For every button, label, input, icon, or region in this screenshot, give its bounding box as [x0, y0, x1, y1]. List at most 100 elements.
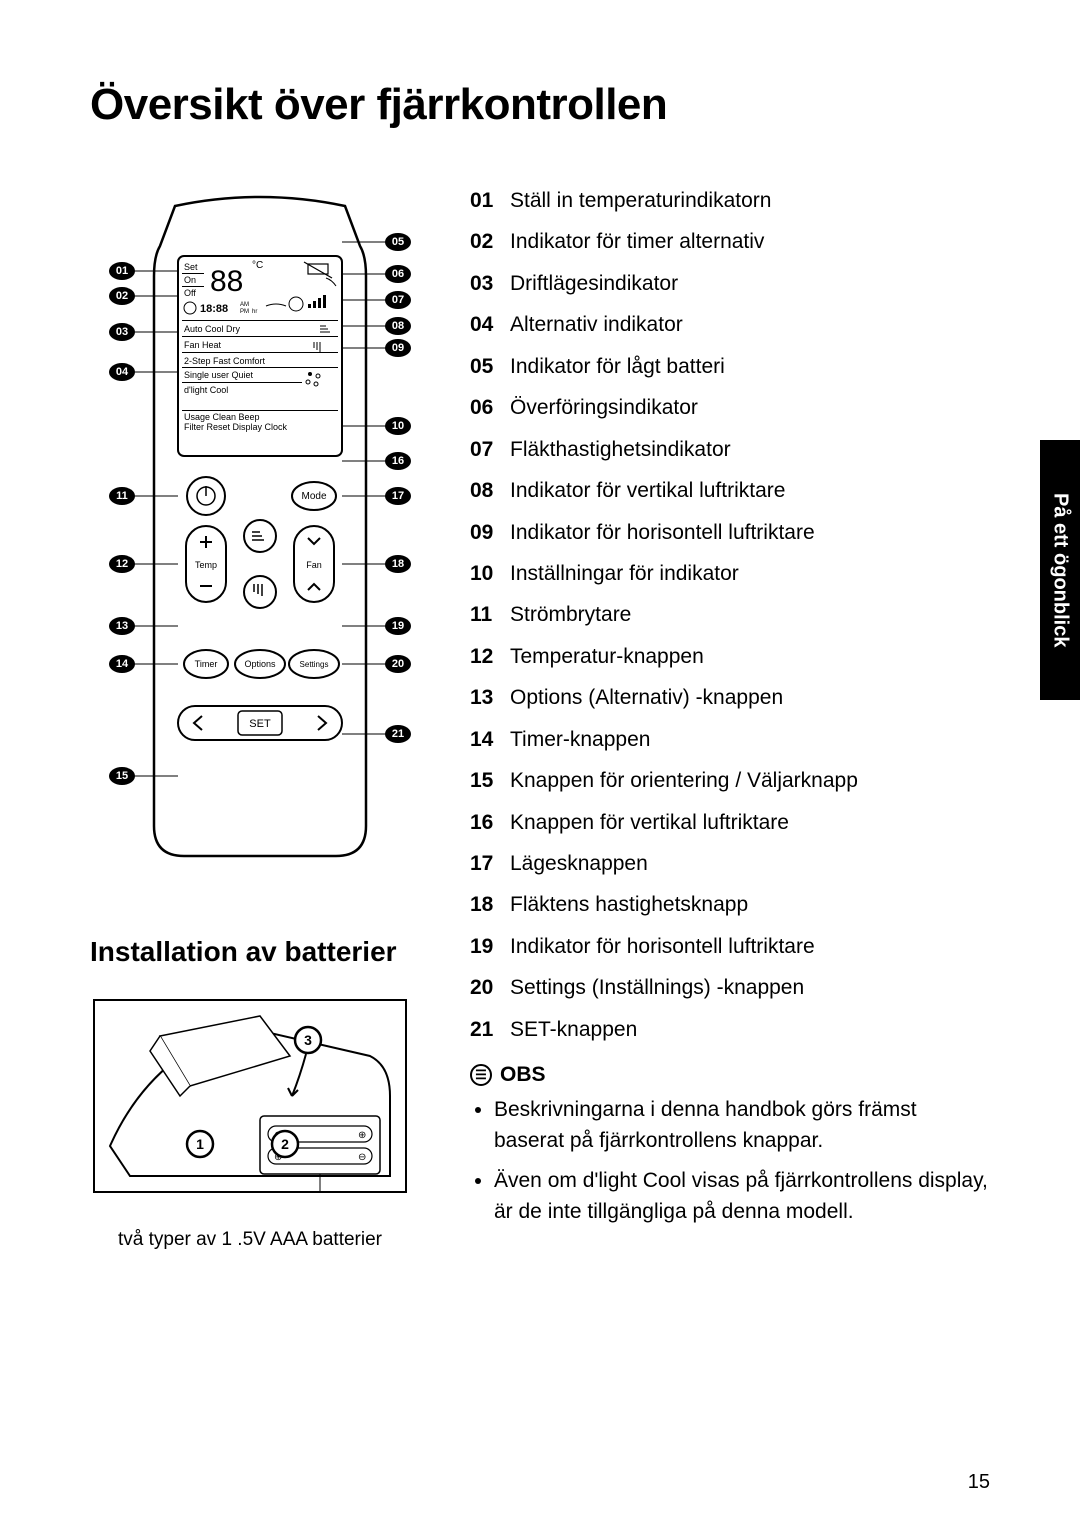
legend-row: 21 SET-knappen [470, 1015, 990, 1045]
remote-svg: Set On Off 88 °C 18:88 AM [90, 186, 430, 906]
svg-text:2: 2 [281, 1136, 289, 1152]
battery-svg: ⊖⊕ ⊕⊖ 1 2 3 [90, 996, 410, 1216]
legend-row: 16 Knappen för vertikal luftriktare [470, 808, 990, 838]
battery-diagram: ⊖⊕ ⊕⊖ 1 2 3 två typer av 1 .5V AAA batte… [90, 996, 410, 1251]
obs-label: OBS [500, 1063, 546, 1087]
legend-num: 04 [470, 310, 500, 340]
legend-num: 11 [470, 600, 500, 630]
obs-item: Beskrivningarna i denna handbok görs frä… [494, 1095, 990, 1156]
svg-text:01: 01 [116, 265, 128, 277]
remote-diagram: Set On Off 88 °C 18:88 AM [90, 186, 430, 906]
svg-text:17: 17 [392, 490, 404, 502]
svg-text:16: 16 [392, 455, 404, 467]
legend-row: 18Fläktens hastighetsknapp [470, 890, 990, 920]
legend-num: 19 [470, 932, 500, 962]
legend-row: 13Options (Alternativ) -knappen [470, 683, 990, 713]
svg-text:13: 13 [116, 620, 128, 632]
svg-text:19: 19 [392, 620, 404, 632]
legend-row: 01Ställ in temperaturindikatorn [470, 186, 990, 216]
battery-caption: två typer av 1 .5V AAA batterier [90, 1229, 410, 1251]
svg-text:Fan: Fan [306, 560, 322, 570]
disp-set: Set [184, 262, 198, 272]
legend-num: 20 [470, 973, 500, 1003]
legend-text: Fläkthastighetsindikator [510, 435, 731, 465]
legend-text: Temperatur-knappen [510, 642, 704, 672]
legend-num: 02 [470, 227, 500, 257]
content-columns: Set On Off 88 °C 18:88 AM [90, 186, 990, 1251]
legend-text: Indikator för horisontell luftriktare [510, 518, 815, 548]
legend-text: Indikator för timer alternativ [510, 227, 764, 257]
legend-row: 12Temperatur-knappen [470, 642, 990, 672]
disp-digits: 88 [210, 265, 243, 298]
legend-num: 05 [470, 352, 500, 382]
legend-num: 09 [470, 518, 500, 548]
legend-row: 05 Indikator för lågt batteri [470, 352, 990, 382]
svg-text:11: 11 [116, 490, 128, 502]
svg-text:hr: hr [252, 309, 257, 315]
opt1: 2-Step Fast Comfort [184, 356, 266, 366]
right-column: 01Ställ in temperaturindikatorn 02 Indikat… [470, 186, 990, 1251]
legend-list: 01Ställ in temperaturindikatorn 02 Indikat… [470, 186, 990, 1045]
legend-num: 21 [470, 1015, 500, 1045]
opt2: Single user Quiet [184, 370, 254, 380]
legend-text: Timer-knappen [510, 725, 650, 755]
svg-text:03: 03 [116, 326, 128, 338]
legend-num: 18 [470, 890, 500, 920]
legend-row: 02 Indikator för timer alternativ [470, 227, 990, 257]
page-number: 15 [968, 1471, 990, 1494]
legend-num: 06 [470, 393, 500, 423]
svg-text:15: 15 [116, 770, 128, 782]
legend-text: Alternativ indikator [510, 310, 683, 340]
legend-text: Knappen för vertikal luftriktare [510, 808, 789, 838]
disp-time: 18:88 [200, 303, 228, 315]
legend-row: 11Strömbrytare [470, 600, 990, 630]
legend-row: 08 Indikator för vertikal luftriktare [470, 476, 990, 506]
note-icon: ☰ [470, 1064, 492, 1086]
legend-row: 20 Settings (Inställnings) -knappen [470, 973, 990, 1003]
legend-row: 10Inställningar för indikator [470, 559, 990, 589]
legend-row: 17Lägesknappen [470, 849, 990, 879]
svg-text:12: 12 [116, 558, 128, 570]
legend-row: 14 Timer-knappen [470, 725, 990, 755]
legend-text: Driftlägesindikator [510, 269, 678, 299]
svg-text:02: 02 [116, 290, 128, 302]
svg-text:20: 20 [392, 658, 404, 670]
svg-text:07: 07 [392, 294, 404, 306]
legend-text: Settings (Inställnings) -knappen [510, 973, 804, 1003]
legend-num: 10 [470, 559, 500, 589]
svg-text:PM: PM [240, 309, 249, 315]
svg-text:05: 05 [392, 236, 404, 248]
legend-text: Indikator för lågt batteri [510, 352, 725, 382]
svg-text:Timer: Timer [195, 659, 218, 669]
legend-row: 03 Driftlägesindikator [470, 269, 990, 299]
svg-text:3: 3 [304, 1032, 312, 1048]
legend-text: Indikator för vertikal luftriktare [510, 476, 785, 506]
svg-text:Temp: Temp [195, 560, 217, 570]
obs-block: ☰ OBS Beskrivningarna i denna handbok gö… [470, 1063, 990, 1227]
legend-num: 08 [470, 476, 500, 506]
legend-row: 06 Överföringsindikator [470, 393, 990, 423]
legend-num: 17 [470, 849, 500, 879]
svg-text:Mode: Mode [301, 491, 326, 502]
svg-text:10: 10 [392, 420, 404, 432]
legend-text: Ställ in temperaturindikatorn [510, 186, 771, 216]
svg-text:Settings: Settings [300, 660, 329, 669]
legend-num: 16 [470, 808, 500, 838]
legend-row: 15Knappen för orientering / Väljarknapp [470, 766, 990, 796]
legend-text: Överföringsindikator [510, 393, 698, 423]
legend-text: SET-knappen [510, 1015, 637, 1045]
legend-num: 15 [470, 766, 500, 796]
opt4a: Usage Clean Beep [184, 412, 260, 422]
manual-page: Översikt över fjärrkontrollen Set On Off… [0, 0, 1080, 1532]
disp-mode1: Auto Cool Dry [184, 324, 241, 334]
legend-num: 14 [470, 725, 500, 755]
legend-row: 07Fläkthastighetsindikator [470, 435, 990, 465]
obs-item: Även om d'light Cool visas på fjärrkontr… [494, 1166, 990, 1227]
disp-off: Off [184, 288, 196, 298]
opt4b: Filter Reset Display Clock [184, 422, 288, 432]
svg-text:04: 04 [116, 366, 129, 378]
disp-unit: °C [252, 260, 263, 271]
legend-num: 03 [470, 269, 500, 299]
svg-text:SET: SET [249, 718, 271, 730]
legend-row: 19Indikator för horisontell luftriktare [470, 932, 990, 962]
